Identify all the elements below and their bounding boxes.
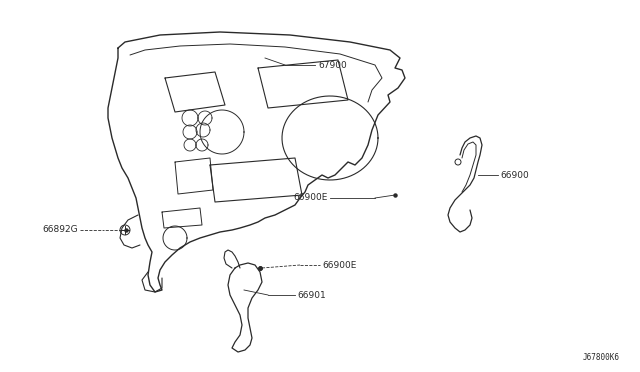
Text: 66901: 66901 xyxy=(297,291,326,299)
Text: 67900: 67900 xyxy=(318,61,347,70)
Text: 66892G: 66892G xyxy=(42,225,78,234)
Text: 66900E: 66900E xyxy=(294,193,328,202)
Text: 66900: 66900 xyxy=(500,170,529,180)
Text: J67800K6: J67800K6 xyxy=(583,353,620,362)
Text: 66900E: 66900E xyxy=(322,260,356,269)
